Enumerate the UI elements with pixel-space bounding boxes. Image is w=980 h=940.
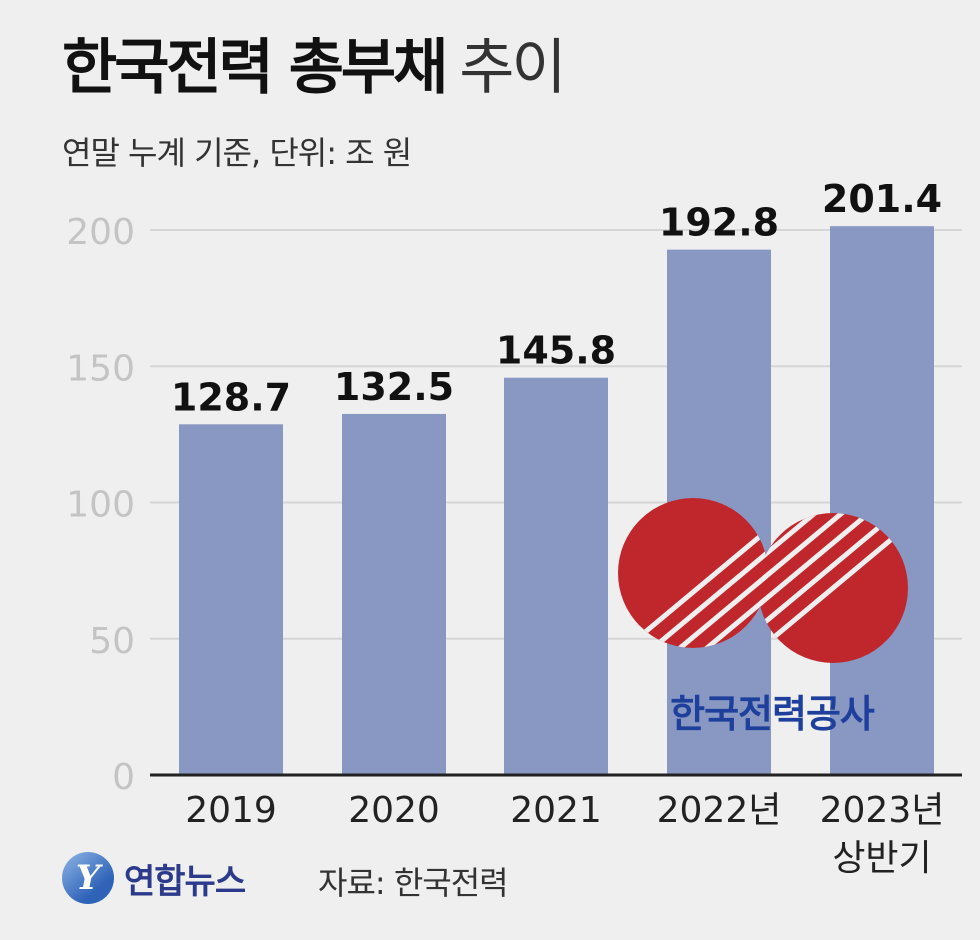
x-tick-label: 2020 — [348, 790, 440, 831]
data-label: 132.5 — [334, 365, 454, 409]
y-tick-label: 100 — [66, 485, 135, 526]
x-tick-label: 상반기 — [832, 838, 931, 879]
chart-title: 한국전력 총부채 추이 — [62, 18, 567, 118]
yonhap-globe-icon: Y — [62, 852, 114, 904]
bar — [179, 424, 283, 775]
chart-title-light: 추이 — [459, 33, 566, 103]
x-tick-label: 2023년 — [820, 790, 945, 831]
y-tick-label: 150 — [66, 348, 135, 389]
bar — [830, 226, 934, 775]
bar — [342, 413, 446, 775]
x-tick-label: 2019 — [185, 790, 277, 831]
bar — [504, 377, 608, 775]
x-tick-label: 2021 — [510, 790, 602, 831]
data-label: 201.4 — [822, 177, 942, 221]
kepco-logo-icon — [618, 498, 908, 663]
agency-logo: Y 연합뉴스 — [62, 852, 246, 904]
source-note: 자료: 한국전력 — [318, 864, 509, 902]
agency-name: 연합뉴스 — [124, 861, 246, 902]
y-tick-label: 200 — [66, 212, 135, 253]
data-label: 145.8 — [496, 329, 616, 373]
x-tick-label: 2022년 — [657, 790, 782, 831]
chart-title-bold: 한국전력 총부채 — [62, 33, 448, 103]
kepco-logo-text: 한국전력공사 — [670, 692, 875, 736]
data-label: 192.8 — [659, 201, 779, 245]
data-label: 128.7 — [171, 375, 291, 419]
y-tick-label: 0 — [112, 757, 135, 798]
y-tick-label: 50 — [89, 621, 135, 662]
chart-subtitle: 연말 누계 기준, 단위: 조 원 — [62, 134, 412, 172]
